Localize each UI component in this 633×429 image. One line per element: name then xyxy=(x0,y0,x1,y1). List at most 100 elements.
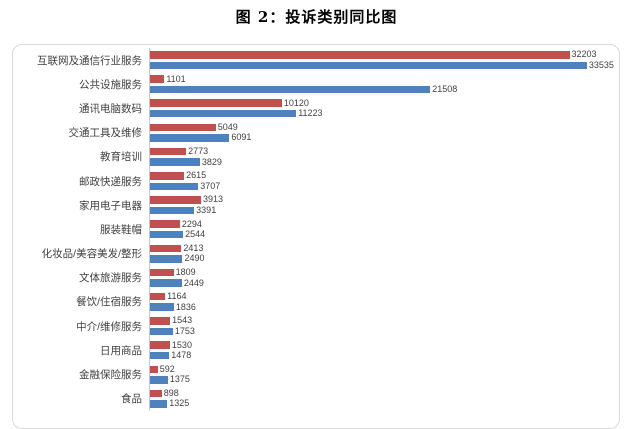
chart-row: 家用电子电器 3913 3391 xyxy=(13,193,619,218)
category-label: 日用商品 xyxy=(100,344,142,357)
category-label: 食品 xyxy=(121,393,142,406)
blue-value-label: 2449 xyxy=(183,277,204,288)
bar-group: 2773 3829 xyxy=(149,144,619,169)
blue-value-label: 11223 xyxy=(298,108,323,119)
red-bar-line: 1809 xyxy=(150,267,619,278)
blue-bar xyxy=(150,255,183,263)
blue-value-label: 3391 xyxy=(196,204,217,215)
blue-bar-line: 3707 xyxy=(150,181,619,192)
blue-bar xyxy=(150,327,173,336)
red-bar-line: 898 xyxy=(150,388,619,399)
blue-bar xyxy=(150,85,431,94)
red-value-label: 2294 xyxy=(181,218,202,229)
red-value-label: 1530 xyxy=(171,339,192,350)
blue-bar-line: 6091 xyxy=(150,133,619,144)
blue-bar xyxy=(150,61,587,70)
red-value-label: 592 xyxy=(159,363,175,374)
bar-group: 1164 1836 xyxy=(149,289,619,315)
category-label: 公共设施服务 xyxy=(79,78,142,91)
bar-group: 1543 1753 xyxy=(149,314,619,339)
chart-row: 餐饮/住宿服务 1164 1836 xyxy=(13,289,619,315)
blue-value-label: 2544 xyxy=(185,229,206,240)
category-label: 邮政快递服务 xyxy=(79,175,142,188)
red-bar xyxy=(150,365,158,374)
bar-group: 592 1375 xyxy=(149,362,619,387)
red-bar-line: 2615 xyxy=(150,171,619,182)
red-bar-line: 5049 xyxy=(150,122,619,133)
red-value-label: 1101 xyxy=(166,73,186,84)
red-value-label: 5049 xyxy=(217,121,238,132)
category-label: 通讯电脑数码 xyxy=(79,102,142,115)
red-bar xyxy=(150,51,570,59)
category-label: 服装鞋帽 xyxy=(100,223,142,236)
blue-bar xyxy=(150,182,199,191)
red-bar xyxy=(150,196,201,204)
category-label: 家用电子电器 xyxy=(79,199,142,212)
blue-value-label: 3707 xyxy=(200,180,221,191)
category-label: 教育培训 xyxy=(100,151,142,164)
chart-row: 互联网及通信行业服务 32203 33535 xyxy=(13,48,619,73)
blue-value-label: 21508 xyxy=(432,84,458,95)
chart-frame: 互联网及通信行业服务 32203 33535 公共设施服务 1101 21508 xyxy=(12,44,620,429)
category-label: 金融保险服务 xyxy=(79,369,142,382)
blue-value-label: 33535 xyxy=(588,59,614,70)
chart-row: 文体旅游服务 1809 2449 xyxy=(13,265,619,290)
blue-value-label: 1325 xyxy=(169,398,190,409)
chart-rows: 互联网及通信行业服务 32203 33535 公共设施服务 1101 21508 xyxy=(13,45,619,411)
bar-group: 3913 3391 xyxy=(149,193,619,218)
blue-bar xyxy=(150,400,168,408)
bar-group: 5049 6091 xyxy=(149,120,619,145)
bar-group: 1101 21508 xyxy=(149,72,619,97)
red-value-label: 898 xyxy=(163,387,179,398)
blue-value-label: 1375 xyxy=(169,374,190,385)
bar-group: 1530 1478 xyxy=(149,338,619,363)
category-label: 化妆品/美容美发/整形 xyxy=(41,248,142,261)
chart-row: 日用商品 1530 1478 xyxy=(13,338,619,363)
chart-row: 中介/维修服务 1543 1753 xyxy=(13,314,619,339)
red-bar-line: 10120 xyxy=(150,98,619,109)
red-bar xyxy=(150,99,282,107)
red-bar xyxy=(150,220,180,228)
red-bar-line: 1530 xyxy=(150,340,619,351)
blue-bar-line: 1325 xyxy=(150,399,619,410)
red-bar xyxy=(150,147,187,156)
blue-bar xyxy=(150,206,195,215)
blue-bar xyxy=(150,230,184,239)
blue-bar-line: 1478 xyxy=(150,350,619,361)
blue-value-label: 1478 xyxy=(171,350,192,361)
blue-value-label: 1836 xyxy=(175,301,196,312)
blue-bar-line: 2490 xyxy=(150,254,619,265)
chart-row: 教育培训 2773 3829 xyxy=(13,144,619,169)
bar-group: 2294 2544 xyxy=(149,217,619,242)
blue-value-label: 3829 xyxy=(201,156,222,167)
blue-bar xyxy=(150,351,170,360)
red-bar xyxy=(150,389,162,398)
chart-title: 图 2：投诉类别同比图 xyxy=(235,8,398,26)
red-bar-line: 32203 xyxy=(150,50,619,61)
blue-bar-line: 1836 xyxy=(150,302,619,313)
chart-row: 服装鞋帽 2294 2544 xyxy=(13,217,619,242)
blue-bar-line: 3391 xyxy=(150,205,619,216)
blue-bar-line: 33535 xyxy=(150,60,619,71)
red-bar xyxy=(150,292,166,301)
red-bar-line: 1101 xyxy=(150,74,619,85)
red-bar xyxy=(150,341,170,349)
red-bar-line: 3913 xyxy=(150,195,619,206)
red-bar xyxy=(150,75,165,83)
bar-group: 10120 11223 xyxy=(149,96,619,121)
blue-bar-line: 3829 xyxy=(150,157,619,168)
bar-group: 2615 3707 xyxy=(149,168,619,194)
blue-value-label: 2490 xyxy=(184,253,205,264)
red-value-label: 2773 xyxy=(188,146,209,157)
red-bar-line: 2773 xyxy=(150,146,619,157)
blue-bar xyxy=(150,303,174,311)
red-bar xyxy=(150,268,174,277)
red-bar xyxy=(150,172,185,180)
red-bar-line: 1543 xyxy=(150,316,619,327)
blue-bar-line: 2449 xyxy=(150,278,619,289)
red-value-label: 10120 xyxy=(283,97,309,108)
blue-bar-line: 2544 xyxy=(150,229,619,240)
red-bar-line: 592 xyxy=(150,364,619,375)
red-value-label: 2615 xyxy=(186,170,207,181)
blue-bar xyxy=(150,279,182,287)
